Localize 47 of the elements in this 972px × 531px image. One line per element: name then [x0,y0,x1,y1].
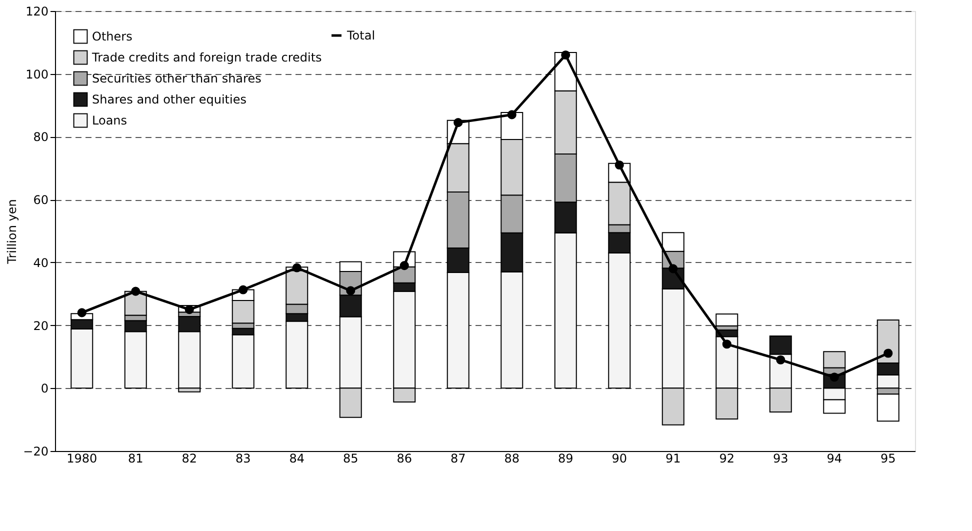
legend-label: Trade credits and foreign trade credits [91,50,322,64]
point [776,355,786,364]
x-tick-label: 89 [558,452,574,466]
legend-label: Others [92,30,132,44]
x-tick-label: 88 [504,452,520,466]
x-tick-label: 83 [235,452,251,466]
point [131,286,140,296]
y-tick-label: 0 [40,382,48,396]
bar [716,313,738,326]
x-tick-label: 91 [665,452,681,466]
point [454,118,463,128]
y-tick-label: −20 [23,444,48,458]
point [184,305,194,314]
y-tick-label: 40 [33,256,48,270]
point [77,308,86,318]
x-tick-label: 84 [289,452,305,466]
y-tick-label: 60 [33,193,48,208]
point [238,285,248,294]
x-tick-label: 81 [128,452,144,466]
legend-label: Securities other than shares [92,72,262,86]
x-tick-label: 94 [826,452,842,466]
point [507,110,516,120]
y-tick-label: 100 [26,67,48,82]
legend-label: Loans [92,114,128,128]
x-tick-label: 90 [612,452,628,466]
point [668,264,678,274]
x-tick-label: 87 [450,452,466,466]
point [561,50,570,60]
point [884,348,893,358]
y-axis-title: Trillion yen [5,199,20,265]
x-tick-label: 93 [772,452,788,466]
y-tick-label: 120 [26,4,48,18]
x-tick-label: 82 [182,452,198,466]
x-tick-label: 85 [342,452,358,466]
point [292,263,302,272]
x-tick-label: 1980 [66,452,98,466]
legend-label: Shares and other equities [92,92,246,106]
point [722,340,732,349]
point [614,160,624,170]
point [400,261,409,270]
legend-label: Total [346,28,376,42]
x-tick-label: 92 [719,452,735,466]
x-tick-label: 86 [396,452,412,466]
y-tick-label: 20 [33,318,48,333]
y-tick-label: 80 [33,130,48,144]
x-tick-label: 95 [880,452,896,466]
point [346,286,356,296]
